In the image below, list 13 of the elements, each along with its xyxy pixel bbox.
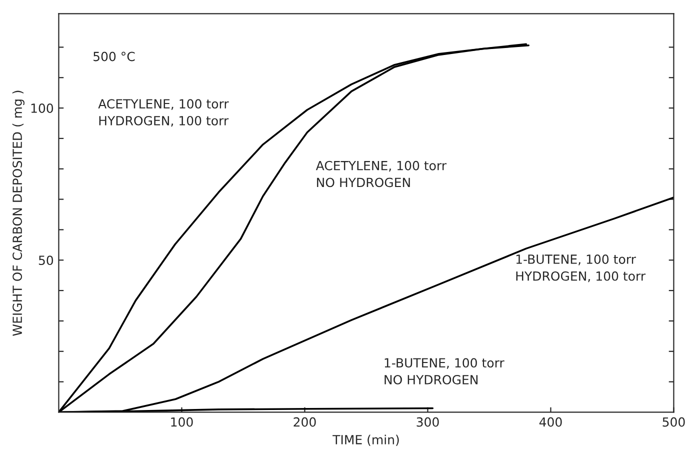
text: ACETYLENE, 100 torr HYDROGEN, 100 torr <box>98 99 229 127</box>
x-tick-label: 500 <box>662 417 685 427</box>
y-axis-title: WEIGHT OF CARBON DEPOSITED ( mg ) <box>12 90 24 336</box>
x-tick-label: 100 <box>171 417 193 427</box>
series-label: 1-BUTENE, 100 torr NO HYDROGEN <box>384 358 504 384</box>
annotation: 500 °C <box>94 52 135 62</box>
x-tick-label: 200 <box>294 417 316 427</box>
y-tick-label: 50 <box>38 256 54 266</box>
x-tick-label: 400 <box>539 417 562 427</box>
x-axis-title: TIME (min) <box>332 434 399 446</box>
series-label: ACETYLENE, 100 torr NO HYDROGEN <box>316 160 447 188</box>
series-label: 1-BUTENE, 100 torr HYDROGEN, 100 torr <box>516 254 646 282</box>
x-tick-label: 300 <box>416 417 439 427</box>
